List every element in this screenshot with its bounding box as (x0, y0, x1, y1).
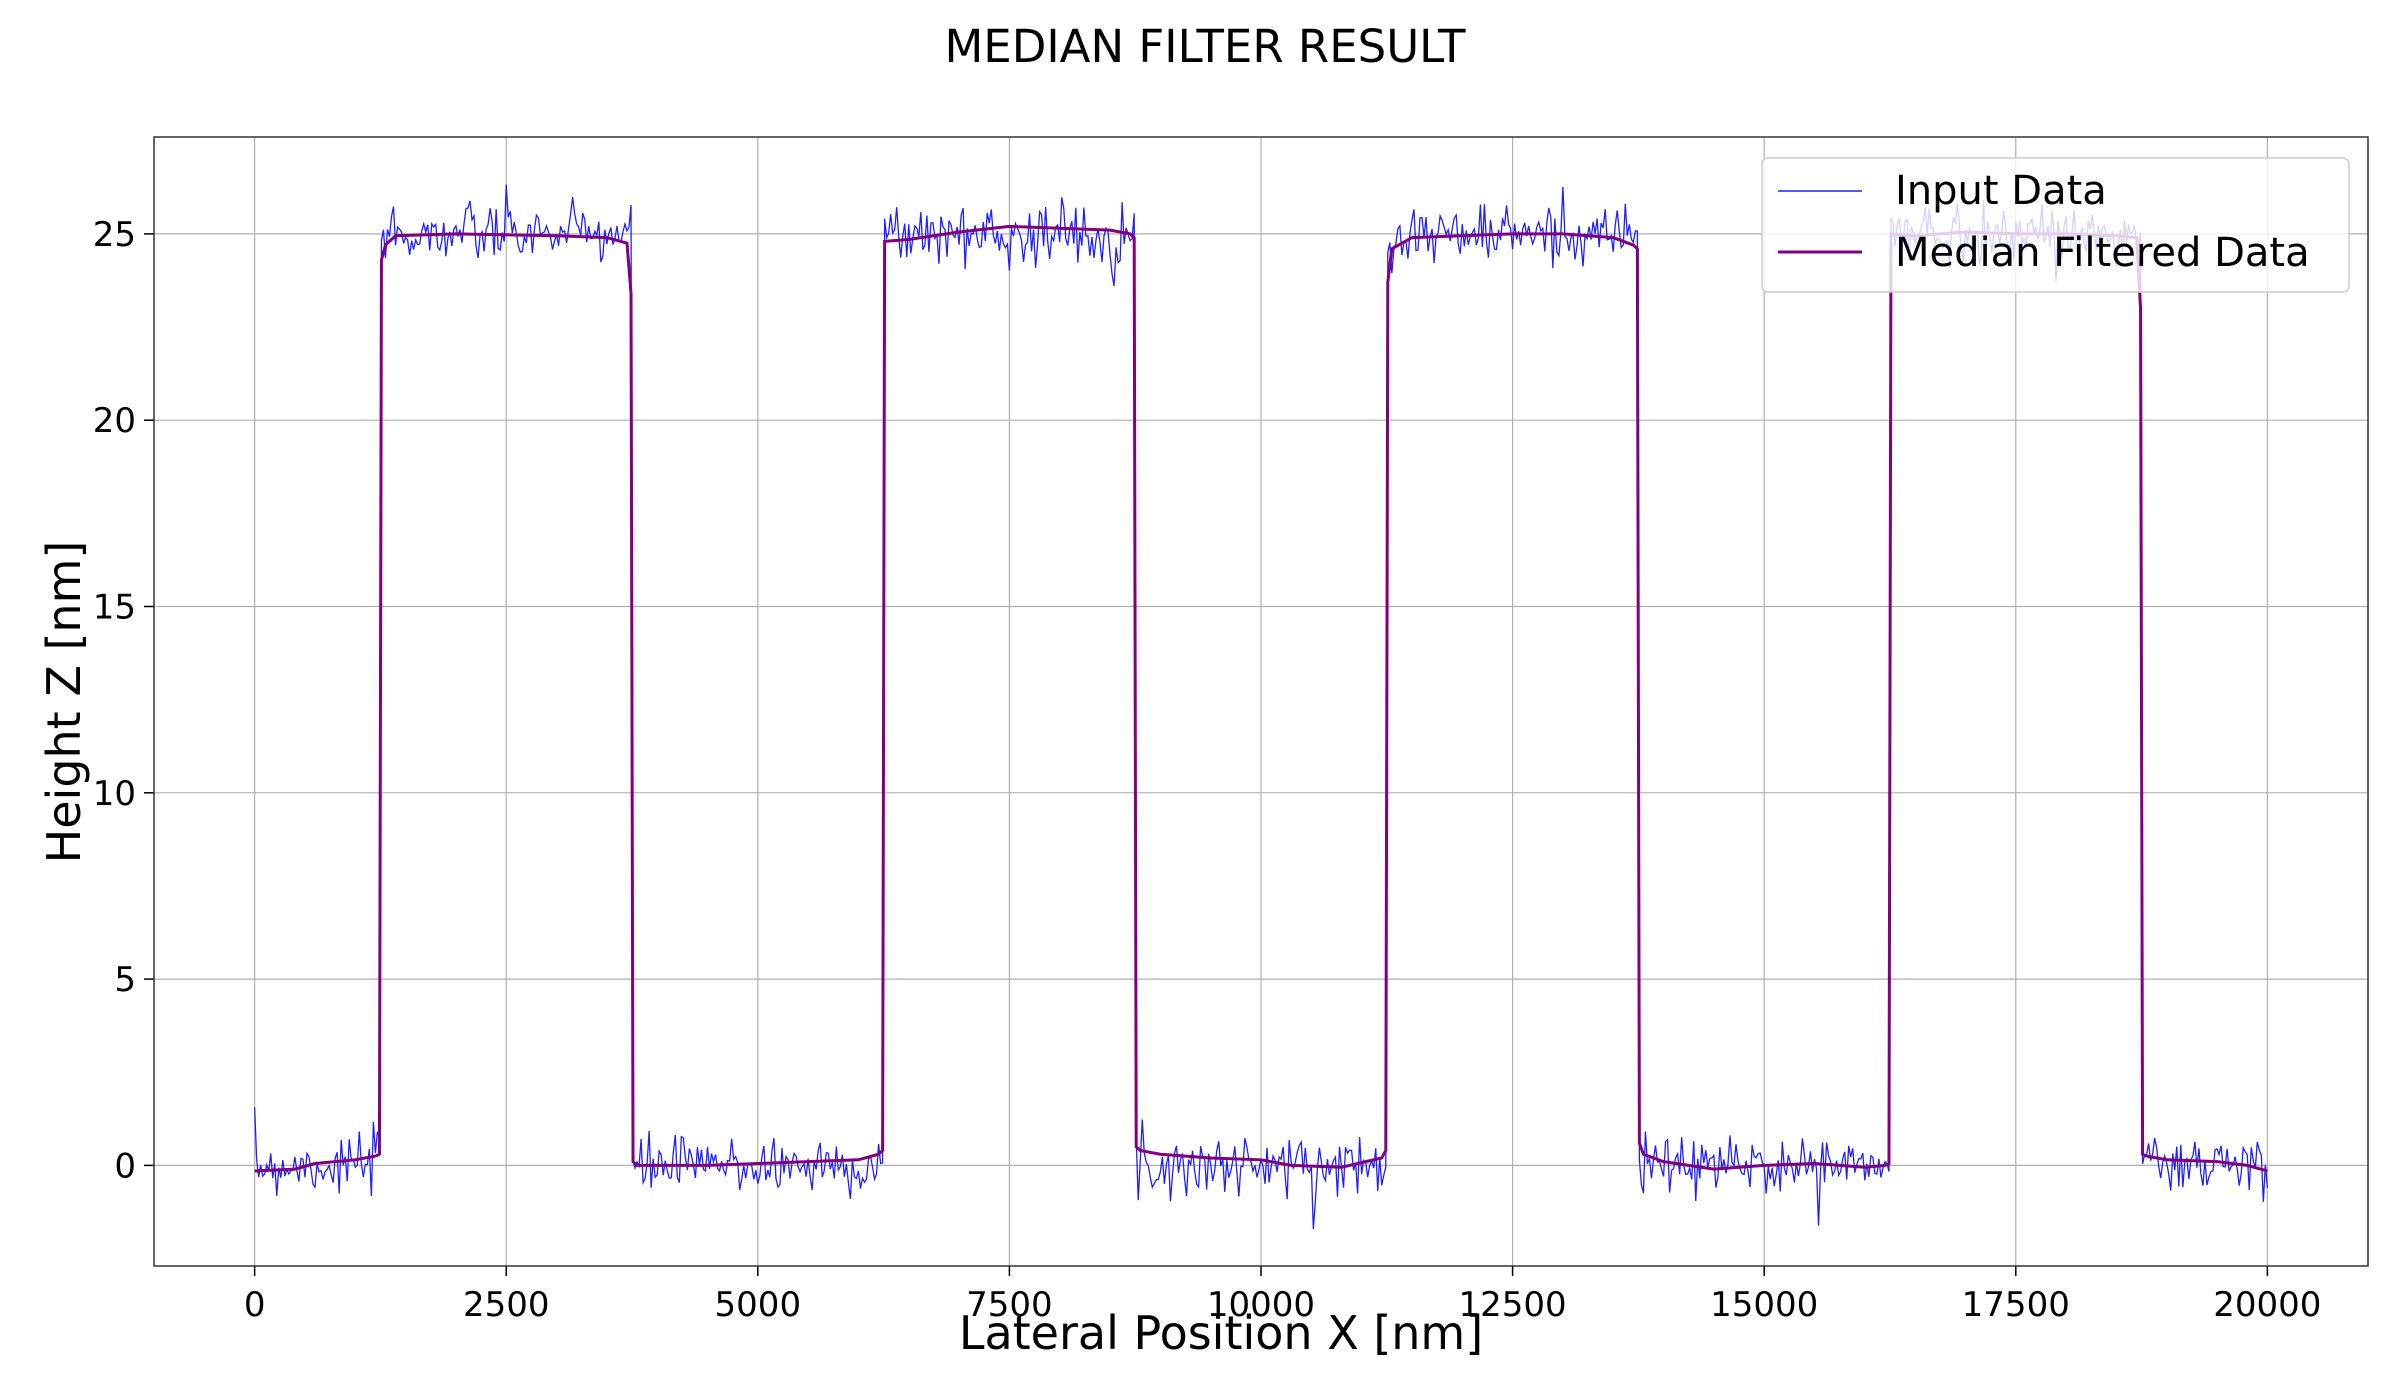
y-tick-label: 20 (93, 401, 136, 441)
x-axis-label: Lateral Position X [nm] (959, 1306, 1483, 1360)
x-tick-label: 17500 (1962, 1285, 2070, 1325)
y-axis-label: Height Z [nm] (37, 541, 91, 864)
y-tick-label: 5 (114, 960, 136, 1000)
x-tick-label: 10000 (1207, 1285, 1315, 1325)
y-tick-label: 0 (114, 1146, 136, 1186)
x-tick-label: 2500 (463, 1285, 550, 1325)
axis-ticks: 0 2500 5000 7500 10000 12500 15000 17500 20000 0 5… (93, 215, 2322, 1325)
x-tick-label: 15000 (1710, 1285, 1818, 1325)
legend-label-median: Median Filtered Data (1895, 230, 2310, 276)
x-tick-label: 0 (244, 1285, 266, 1325)
x-tick-label: 20000 (2213, 1285, 2321, 1325)
x-tick-label: 5000 (715, 1285, 802, 1325)
grid (154, 137, 2368, 1266)
legend: Input Data Median Filtered Data (1761, 157, 2350, 293)
x-tick-label: 7500 (966, 1285, 1053, 1325)
y-tick-label: 15 (93, 587, 136, 627)
chart-title: MEDIAN FILTER RESULT (944, 20, 1466, 73)
y-tick-label: 10 (93, 774, 136, 814)
plot-frame (153, 136, 2369, 1267)
legend-box (1761, 157, 2350, 293)
legend-label-input: Input Data (1895, 168, 2107, 214)
x-tick-label: 12500 (1459, 1285, 1567, 1325)
y-tick-label: 25 (93, 215, 136, 255)
